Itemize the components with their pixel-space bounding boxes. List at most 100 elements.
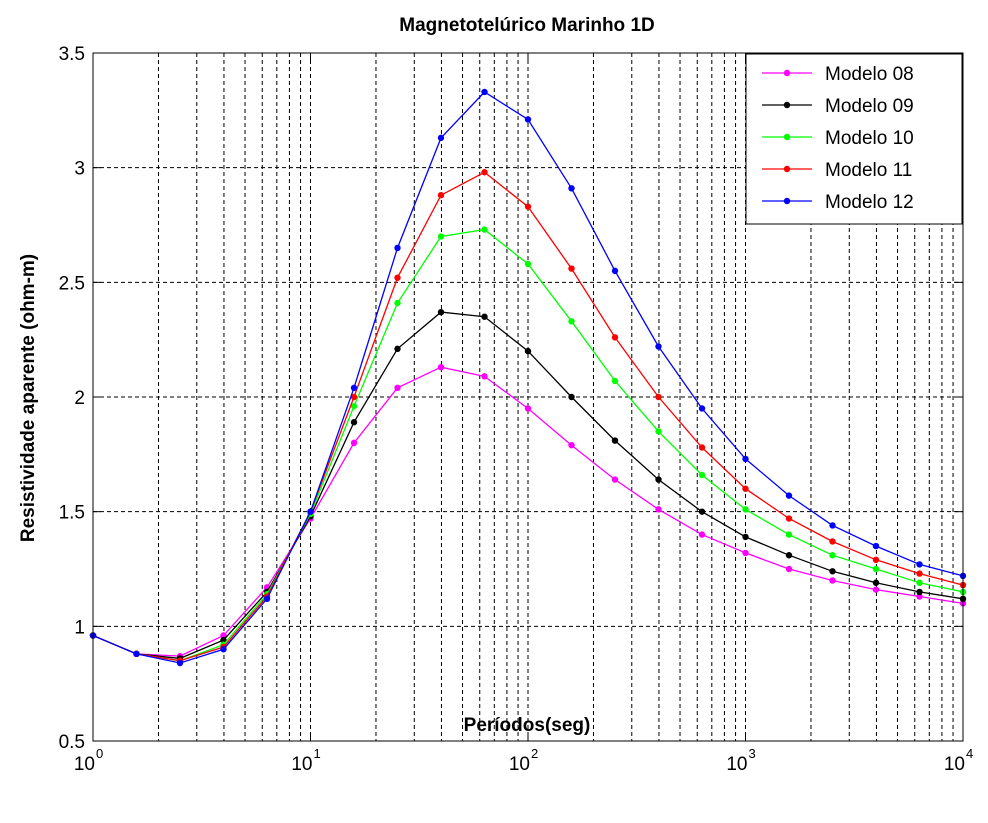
data-point (220, 632, 227, 639)
legend-box (745, 53, 963, 225)
data-point (568, 318, 575, 325)
x-tick-label: 100 (74, 746, 103, 775)
data-point (350, 402, 358, 410)
x-tick-label-base: 10 (74, 754, 95, 775)
legend-label: Modelo 11 (825, 160, 912, 181)
data-point (698, 508, 706, 515)
data-point (524, 116, 532, 123)
legend-swatch-marker (783, 165, 791, 173)
data-point (394, 384, 401, 392)
data-point (568, 185, 575, 192)
x-tick-label-exponent: 2 (531, 746, 538, 761)
legend-label: Modelo 10 (825, 128, 914, 149)
data-point (481, 226, 488, 233)
data-point (611, 377, 619, 385)
data-point (611, 476, 619, 483)
legend-item: Modelo 11 (762, 160, 912, 181)
data-point (829, 538, 836, 545)
y-tick-label: 2.5 (59, 273, 85, 294)
legend-label: Modelo 12 (825, 192, 914, 213)
data-point (698, 405, 706, 412)
y-axis-label: Resistividade aparente (ohm-m) (18, 254, 39, 542)
x-tick-label-exponent: 1 (314, 746, 321, 761)
data-point (568, 265, 575, 272)
y-tick-label: 2 (74, 388, 85, 409)
data-point (916, 579, 923, 586)
x-tick-label-exponent: 3 (749, 746, 756, 761)
data-point (698, 531, 706, 538)
legend-label: Modelo 09 (825, 96, 914, 117)
x-tick-label-base: 10 (944, 754, 965, 775)
x-tick-label-base: 10 (509, 754, 530, 775)
data-point (568, 441, 575, 449)
data-point (437, 191, 445, 199)
y-tick-label: 1 (74, 617, 85, 638)
y-tick-label: 3.5 (59, 44, 85, 65)
data-point (872, 565, 880, 573)
y-tick-label: 1.5 (59, 503, 85, 524)
y-tick-label: 0.5 (59, 732, 85, 753)
data-point (655, 476, 662, 483)
chart-title: Magnetotelúrico Marinho 1D (399, 15, 654, 36)
data-point (437, 233, 445, 240)
data-point (307, 508, 314, 515)
data-point (350, 384, 358, 392)
legend-swatch-marker (783, 101, 791, 109)
data-point (872, 586, 880, 593)
x-axis-label: Períodos(seg) (464, 715, 591, 736)
data-point (176, 659, 184, 667)
data-point (916, 570, 923, 577)
y-tick-labels: 0.5 1 1.5 2 2.5 3 3.5 (59, 44, 85, 753)
data-point (350, 393, 358, 401)
data-point (263, 595, 271, 603)
data-point (829, 522, 836, 529)
data-point (524, 203, 532, 210)
data-point (524, 405, 532, 412)
data-point (916, 561, 923, 568)
y-tick-label: 3 (74, 159, 85, 180)
x-tick-label-exponent: 4 (966, 746, 973, 761)
data-point (742, 455, 749, 463)
data-point (133, 650, 140, 658)
data-point (437, 363, 445, 371)
data-point (742, 549, 749, 557)
legend-label: Modelo 08 (825, 64, 914, 85)
data-point (829, 552, 836, 559)
data-point (916, 588, 923, 596)
data-point (655, 428, 662, 435)
data-point (872, 556, 880, 564)
x-tick-label: 101 (291, 746, 320, 775)
x-tick-label: 102 (509, 746, 538, 775)
data-point (611, 267, 619, 275)
data-point (350, 419, 358, 426)
data-point (785, 515, 793, 522)
data-point (524, 347, 532, 355)
data-point (611, 334, 619, 341)
data-point (220, 646, 227, 653)
data-point (394, 244, 401, 252)
x-tick-label-base: 10 (726, 754, 747, 775)
x-tick-label: 103 (726, 746, 755, 775)
data-point (785, 492, 793, 499)
legend-item: Modelo 08 (762, 64, 914, 85)
series-layer (89, 88, 967, 667)
x-tick-label-exponent: 0 (96, 746, 103, 761)
data-point (785, 565, 793, 573)
legend-swatch-marker (783, 69, 791, 77)
data-point (742, 533, 749, 541)
data-point (437, 308, 445, 316)
data-point (220, 636, 227, 644)
data-point (916, 593, 923, 600)
data-point (437, 134, 445, 142)
data-point (829, 577, 836, 584)
data-point (394, 299, 401, 307)
data-point (698, 444, 706, 451)
data-point (829, 568, 836, 575)
data-point (481, 313, 488, 320)
data-point (568, 393, 575, 401)
data-point (481, 169, 488, 176)
data-point (872, 579, 880, 586)
x-tick-label-base: 10 (291, 754, 312, 775)
data-point (742, 506, 749, 513)
